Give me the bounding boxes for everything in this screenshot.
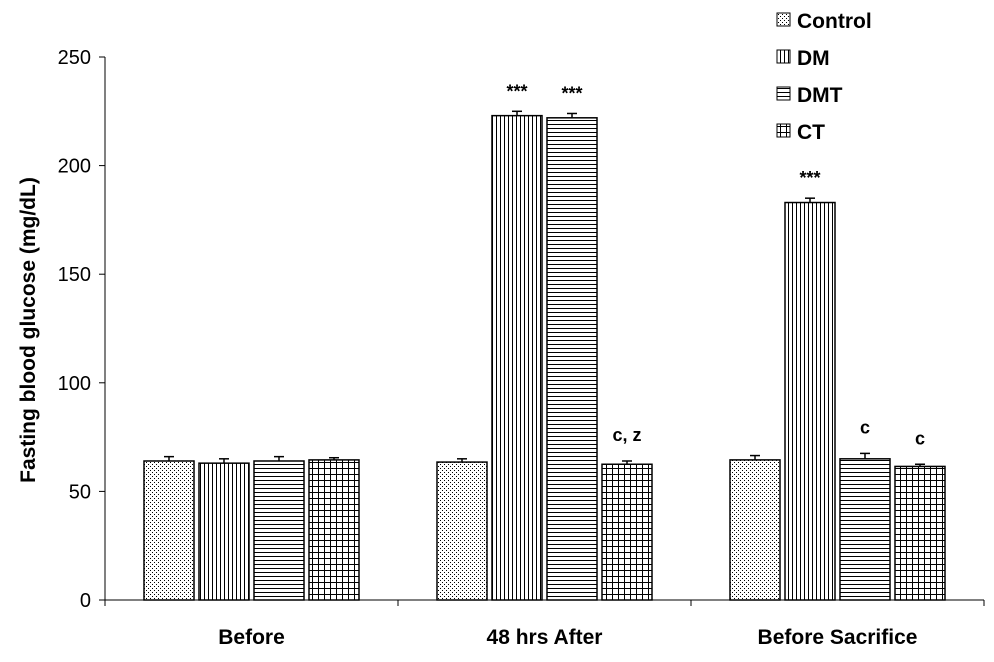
bar-control-2	[436, 461, 488, 601]
significance-annotation: ***	[506, 81, 527, 101]
x-category-label: Before	[218, 626, 285, 649]
x-category-label: Before Sacrifice	[758, 626, 918, 649]
bar-ct-2	[601, 463, 653, 601]
y-tick-label: 150	[58, 264, 91, 286]
significance-annotation: c, z	[612, 425, 641, 445]
axes: 0 50 100 150 200 250 Before 48 hrs After Before …	[58, 47, 985, 649]
bars	[143, 110, 946, 601]
significance-annotation: ***	[799, 168, 820, 188]
y-axis-title: Fasting blood glucose (mg/dL)	[17, 177, 40, 483]
legend-swatch-dm	[776, 49, 791, 64]
legend-swatch-control	[776, 12, 791, 27]
legend-label-control: Control	[797, 10, 872, 33]
bar-dm-1	[198, 462, 250, 601]
y-tick-label: 50	[69, 481, 91, 503]
y-tick-label: 0	[80, 590, 91, 612]
significance-annotations: *** *** c, z *** c c	[506, 81, 925, 448]
legend-label-dm: DM	[797, 47, 830, 70]
x-category-label: 48 hrs After	[487, 626, 603, 649]
legend-swatch-dmt	[776, 86, 791, 101]
bar-dm-2	[491, 114, 543, 601]
bar-dmt-1	[253, 460, 305, 601]
significance-annotation: c	[860, 417, 870, 437]
y-tick-label: 100	[58, 373, 91, 395]
bar-dm-3	[784, 201, 836, 601]
legend-swatch-ct	[776, 123, 791, 138]
bar-ct-1	[308, 459, 360, 601]
legend-label-dmt: DMT	[797, 84, 843, 107]
bar-control-1	[143, 460, 195, 601]
legend-label-ct: CT	[797, 121, 825, 144]
y-tick-label: 200	[58, 156, 91, 178]
legend: Control DM DMT CT	[776, 10, 872, 144]
bar-control-3	[729, 459, 781, 601]
significance-annotation: ***	[561, 83, 582, 103]
bar-dmt-2	[546, 117, 598, 601]
significance-annotation: c	[915, 428, 925, 448]
y-tick-label: 250	[58, 47, 91, 69]
bar-ct-3	[894, 465, 946, 601]
bar-dmt-3	[839, 458, 891, 601]
